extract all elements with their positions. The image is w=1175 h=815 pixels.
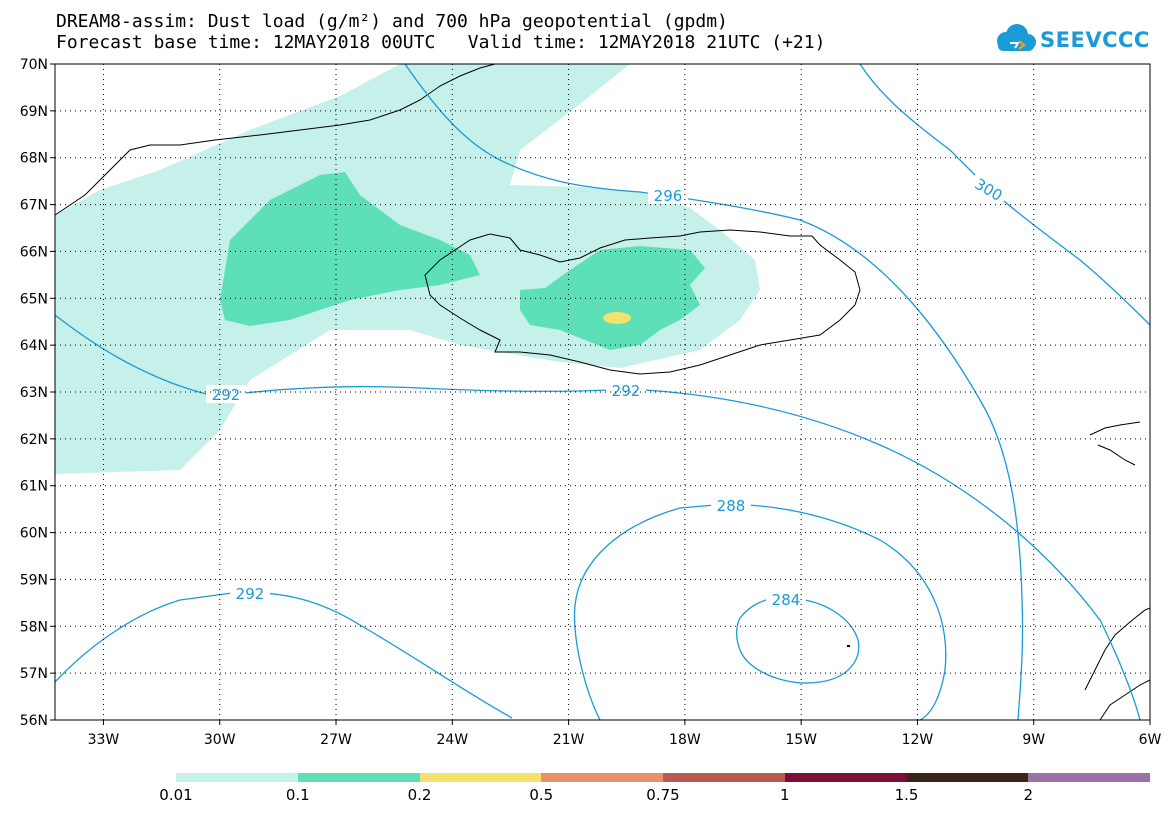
lat-label: 70N (20, 57, 48, 73)
lat-label: 69N (20, 104, 48, 120)
lat-label: 66N (20, 244, 48, 260)
greenland-coastline (54, 63, 496, 216)
legend-tick-label: 0.2 (407, 786, 432, 804)
legend-tick-label: 1.5 (894, 786, 919, 804)
lat-label: 56N (20, 713, 48, 729)
contour-296 (404, 63, 1024, 721)
cloud-icon (997, 24, 1036, 51)
lat-label: 63N (20, 385, 48, 401)
latitude-ticks: 70N 69N 68N 67N 66N 65N 64N 63N 62N 61N 60N 59N 58N 5… (20, 57, 55, 729)
dust-shading-mid-iceland (520, 246, 705, 350)
contour-label-296: 296 (654, 187, 683, 205)
lon-label: 15W (785, 732, 817, 748)
legend-swatch (176, 773, 298, 782)
longitude-ticks: 33W 30W 27W 24W 21W 18W 15W 12W 9W 6W (88, 720, 1162, 748)
contour-292-south (54, 591, 513, 719)
iceland-coastline (424, 229, 861, 375)
contour-300 (859, 63, 1151, 326)
legend-tick-label: 0.01 (159, 786, 193, 804)
lat-label: 68N (20, 151, 48, 167)
faroe-coastline (1089, 421, 1141, 466)
legend-swatch (419, 773, 542, 782)
lon-label: 33W (88, 732, 120, 748)
dust-shading-mid (220, 172, 480, 326)
legend-tick-label: 0.1 (285, 786, 310, 804)
legend-tick-label: 0.75 (646, 786, 680, 804)
lon-label: 21W (553, 732, 585, 748)
scotland-coastline (1084, 607, 1151, 721)
legend-tick-label: 2 (1023, 786, 1034, 804)
lon-label: 27W (320, 732, 352, 748)
contour-label-292-south: 292 (236, 585, 265, 603)
contour-label-284: 284 (772, 591, 801, 609)
legend-swatch (541, 773, 663, 782)
color-legend (176, 773, 1150, 782)
lon-label: 6W (1139, 732, 1162, 748)
forecast-time-line: Forecast base time: 12MAY2018 00UTC Vali… (56, 32, 826, 53)
lat-label: 61N (20, 479, 48, 495)
contour-284 (736, 597, 860, 684)
legend-swatch (906, 773, 1029, 782)
contour-label-292-west: 292 (212, 386, 241, 404)
lat-label: 58N (20, 619, 48, 635)
legend-swatch (784, 773, 907, 782)
lon-label: 12W (902, 732, 934, 748)
seevccc-logo: SEEVCCC (997, 24, 1148, 52)
rockall-islet (847, 645, 850, 647)
dust-shading-high (603, 312, 631, 324)
legend-swatch (663, 773, 785, 782)
lat-label: 60N (20, 526, 48, 542)
legend-swatch (1028, 773, 1150, 782)
contour-288 (573, 503, 947, 721)
legend-tick-label: 1 (779, 786, 790, 804)
lon-label: 9W (1022, 732, 1045, 748)
lat-label: 62N (20, 432, 48, 448)
lat-label: 64N (20, 338, 48, 354)
lat-label: 65N (20, 291, 48, 307)
map-title: DREAM8-assim: Dust load (g/m²) and 700 h… (56, 11, 728, 32)
legend-tick-label: 0.5 (529, 786, 554, 804)
lat-label: 57N (20, 666, 48, 682)
lon-label: 30W (204, 732, 236, 748)
lat-label: 67N (20, 198, 48, 214)
lat-label: 59N (20, 572, 48, 588)
lon-label: 18W (669, 732, 701, 748)
lon-label: 24W (436, 732, 468, 748)
legend-swatch (297, 773, 420, 782)
contour-label-288: 288 (717, 497, 746, 515)
logo-text: SEEVCCC (1040, 28, 1148, 52)
contour-label-292-east: 292 (612, 382, 641, 400)
